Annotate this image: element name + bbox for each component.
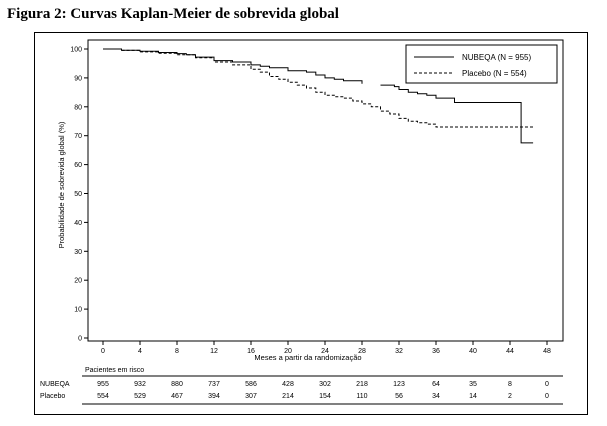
risk-cell: 64 [432, 381, 440, 388]
x-tick-label: 24 [321, 348, 329, 355]
x-tick-label: 16 [247, 348, 255, 355]
x-tick-label: 40 [469, 348, 477, 355]
legend-nubeqa-label: NUBEQA (N = 955) [462, 53, 531, 62]
risk-cell: 467 [171, 393, 183, 400]
risk-cell: 955 [97, 381, 109, 388]
x-axis-label: Meses a partir da randomização [254, 353, 361, 362]
risk-cell: 428 [282, 381, 294, 388]
legend-placebo-label: Placebo (N = 554) [462, 69, 527, 78]
x-tick-label: 12 [210, 348, 218, 355]
placebo-curve [103, 48, 534, 128]
x-tick-label: 4 [138, 348, 142, 355]
risk-cell: 218 [356, 381, 368, 388]
risk-cell: 586 [245, 381, 257, 388]
risk-cell: 123 [393, 381, 405, 388]
risk-table: Pacientes em risco NUBEQA 955 932 880 737 586 4… [40, 367, 563, 405]
y-axis-label: Probabilidade de sobrevida global (%) [57, 121, 66, 248]
x-tick-label: 44 [506, 348, 514, 355]
risk-cell: 154 [319, 393, 331, 400]
y-tick-label: 10 [74, 307, 82, 314]
risk-cell: 110 [356, 393, 367, 400]
legend: NUBEQA (N = 955) Placebo (N = 554) [405, 44, 558, 84]
risk-cell: 56 [395, 393, 403, 400]
risk-row-label: Placebo [40, 393, 65, 400]
y-tick-label: 80 [74, 104, 82, 111]
survival-curves [103, 48, 534, 144]
risk-cell: 214 [282, 393, 294, 400]
x-tick-label: 20 [284, 348, 292, 355]
x-tick-label: 32 [395, 348, 403, 355]
risk-cell: 34 [432, 393, 440, 400]
risk-cell: 0 [545, 393, 549, 400]
risk-cell: 737 [208, 381, 220, 388]
y-tick-label: 50 [74, 191, 82, 198]
risk-cell: 932 [134, 381, 146, 388]
y-tick-label: 30 [74, 249, 82, 256]
x-tick-label: 36 [432, 348, 440, 355]
nubeqa-curve [103, 48, 363, 84]
y-tick-label: 70 [74, 133, 82, 140]
y-tick-label: 60 [74, 162, 82, 169]
risk-table-header: Pacientes em risco [85, 367, 144, 374]
x-tick-label: 48 [543, 348, 551, 355]
risk-cell: 880 [171, 381, 183, 388]
legend-box [405, 44, 558, 84]
risk-cell: 0 [545, 381, 549, 388]
risk-cell: 554 [97, 393, 109, 400]
figure-title: Figura 2: Curvas Kaplan-Meier de sobrevi… [7, 6, 339, 22]
y-tick-label: 100 [70, 47, 82, 54]
risk-cell: 8 [508, 381, 512, 388]
risk-cell: 394 [208, 393, 220, 400]
y-tick-label: 40 [74, 220, 82, 227]
risk-cell: 2 [508, 393, 512, 400]
risk-cell: 35 [469, 381, 477, 388]
risk-cell: 307 [245, 393, 257, 400]
y-tick-label: 90 [74, 75, 82, 82]
nubeqa-curve-segment [380, 84, 534, 144]
risk-cell: 14 [469, 393, 477, 400]
y-tick-label: 0 [78, 336, 82, 343]
plot-border [87, 39, 564, 342]
risk-cell: 302 [319, 381, 331, 388]
risk-cell: 529 [134, 393, 146, 400]
figure-frame [34, 32, 588, 415]
risk-row-label: NUBEQA [40, 381, 70, 388]
x-tick-label: 8 [175, 348, 179, 355]
x-tick-label: 28 [358, 348, 366, 355]
y-tick-label: 20 [74, 278, 82, 285]
x-tick-label: 0 [101, 348, 105, 355]
